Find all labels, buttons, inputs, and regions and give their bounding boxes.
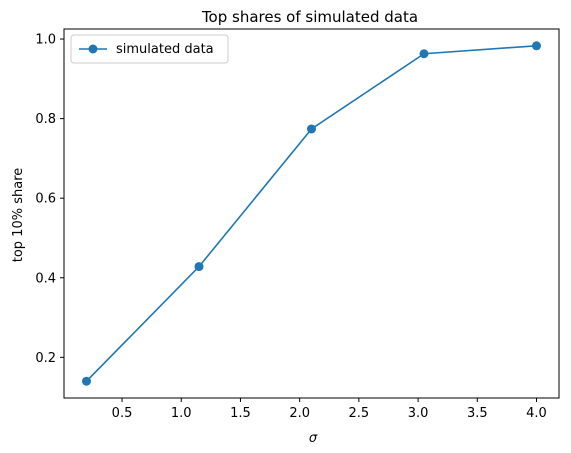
y-tick-label: 0.8: [35, 112, 56, 127]
legend-marker-swatch: [88, 44, 98, 54]
legend-label: simulated data: [116, 42, 214, 57]
x-tick-label: 4.0: [526, 406, 547, 421]
y-tick-label: 0.2: [35, 351, 56, 366]
y-tick-label: 0.6: [35, 192, 56, 207]
axes-frame: [63, 28, 560, 399]
x-tick-label: 3.0: [408, 406, 429, 421]
data-point: [82, 376, 91, 386]
data-point: [307, 124, 316, 134]
data-point: [532, 41, 541, 51]
plot-area: [63, 28, 560, 399]
legend: simulated data: [70, 34, 229, 64]
x-tick-label: 1.5: [230, 406, 251, 421]
x-axis: 0.5 1.0 1.5 2.0 2.5 3.0 3.5 4.0: [112, 398, 547, 421]
x-tick-label: 3.5: [467, 406, 488, 421]
x-tick-label: 2.0: [289, 406, 310, 421]
data-point: [194, 262, 204, 272]
x-axis-label: σ: [309, 431, 318, 446]
y-tick-label: 1.0: [35, 33, 56, 48]
y-tick-label: 0.4: [35, 271, 56, 286]
x-tick-label: 0.5: [112, 406, 133, 421]
data-point: [419, 49, 429, 59]
y-axis-label: top 10% share: [11, 168, 26, 263]
x-tick-label: 1.0: [171, 406, 192, 421]
x-tick-label: 2.5: [349, 406, 370, 421]
y-axis: 0.2 0.4 0.6 0.8 1.0: [35, 33, 64, 366]
chart-title: Top shares of simulated data: [201, 8, 418, 26]
legend-frame: [70, 34, 229, 64]
